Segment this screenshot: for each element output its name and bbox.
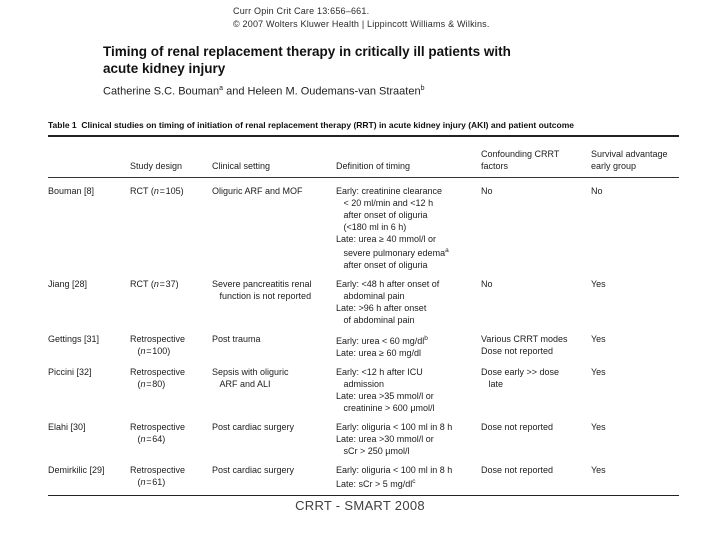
cell-survival-advantage: Yes <box>591 422 606 432</box>
cell-confounding-factors: Dose not reported <box>481 465 554 475</box>
cell-clinical-setting: Oliguric ARF and MOF <box>212 186 303 196</box>
cell-study: Gettings [31] <box>48 334 100 344</box>
cell-confounding-factors: Various CRRT modes Dose not reported <box>481 334 568 356</box>
table-body: Bouman [8] RCT (n = 105) Oliguric ARF and … <box>48 178 679 496</box>
table-caption-label: Table 1 <box>48 120 77 130</box>
column-header: Confounding CRRT factors <box>481 149 560 171</box>
cell-survival-advantage: No <box>591 186 603 196</box>
cell-confounding-factors: No <box>481 186 493 196</box>
cell-study-design: Retrospective (n = 80) <box>130 367 186 389</box>
cell-clinical-setting: Post cardiac surgery <box>212 465 295 475</box>
cell-confounding-factors: Dose early >> dose late <box>481 367 560 389</box>
author-2-affiliation: b <box>420 85 425 92</box>
cell-survival-advantage: Yes <box>591 367 606 377</box>
table-row: Demirkilic [29] Retrospective (n = 61) Pos… <box>48 457 679 490</box>
cell-definition-of-timing: Early: <12 h after ICU admission Late: u… <box>336 367 435 413</box>
journal-copyright: © 2007 Wolters Kluwer Health | Lippincot… <box>233 19 490 29</box>
cell-confounding-factors: Dose not reported <box>481 422 554 432</box>
table-caption-text: Clinical studies on timing of initiation… <box>81 120 574 130</box>
column-header: Definition of timing <box>336 160 411 171</box>
journal-citation: Curr Opin Crit Care 13:656–661. <box>233 6 370 16</box>
cell-definition-of-timing: Early: urea < 60 mg/dlb Late: urea ≥ 60 … <box>336 335 428 358</box>
clinical-studies-table: Table 1 Clinical studies on timing of in… <box>48 120 679 496</box>
column-header: Study design <box>130 160 183 171</box>
table-header-row: Study design Clinical setting Definition o… <box>48 137 679 178</box>
cell-study: Elahi [30] <box>48 422 86 432</box>
author-1-affiliation: a <box>219 85 224 92</box>
journal-header: Curr Opin Crit Care 13:656–661. © 2007 W… <box>233 5 490 31</box>
cell-definition-of-timing: Early: <48 h after onset of abdominal pa… <box>336 279 440 325</box>
authors-connector: and <box>223 85 248 98</box>
cell-survival-advantage: Yes <box>591 334 606 344</box>
article-title: Timing of renal replacement therapy in c… <box>103 44 511 76</box>
cell-definition-of-timing: Early: oliguria < 100 ml in 8 h Late: sC… <box>336 465 453 489</box>
table-row: Piccini [32] Retrospective (n = 80) Sepsis… <box>48 359 679 414</box>
table-row: Elahi [30] Retrospective (n = 64) Post car… <box>48 414 679 457</box>
table-row: Jiang [28] RCT (n = 37) Severe pancreatiti… <box>48 271 679 326</box>
table-row: Gettings [31] Retrospective (n = 100) Post… <box>48 326 679 359</box>
cell-study: Jiang [28] <box>48 279 88 289</box>
cell-study-design: Retrospective (n = 100) <box>130 334 186 356</box>
cell-confounding-factors: No <box>481 279 493 289</box>
cell-study: Demirkilic [29] <box>48 465 105 475</box>
cell-clinical-setting: Severe pancreatitis renal function is no… <box>212 279 312 301</box>
cell-study: Piccini [32] <box>48 367 92 377</box>
cell-study: Bouman [8] <box>48 186 95 196</box>
cell-survival-advantage: Yes <box>591 279 606 289</box>
article-authors: Catherine S.C. Boumana and Heleen M. Oud… <box>103 85 425 98</box>
author-1: Catherine S.C. Bouman <box>103 85 220 98</box>
column-header: Clinical setting <box>212 160 271 171</box>
author-2: Heleen M. Oudemans-van Straaten <box>247 85 421 98</box>
cell-clinical-setting: Post trauma <box>212 334 261 344</box>
table-caption: Table 1 Clinical studies on timing of in… <box>48 120 679 137</box>
cell-study-design: RCT (n = 105) <box>130 186 184 196</box>
cell-study-design: RCT (n = 37) <box>130 279 179 289</box>
cell-clinical-setting: Sepsis with oliguric ARF and ALI <box>212 367 289 389</box>
cell-definition-of-timing: Early: oliguria < 100 ml in 8 h Late: ur… <box>336 422 453 456</box>
cell-clinical-setting: Post cardiac surgery <box>212 422 295 432</box>
slide-footer: CRRT - SMART 2008 <box>295 498 425 513</box>
cell-study-design: Retrospective (n = 61) <box>130 465 186 487</box>
cell-study-design: Retrospective (n = 64) <box>130 422 186 444</box>
column-header: Survival advantage early group <box>591 149 668 171</box>
table-row: Bouman [8] RCT (n = 105) Oliguric ARF and … <box>48 178 679 271</box>
cell-survival-advantage: Yes <box>591 465 606 475</box>
cell-definition-of-timing: Early: creatinine clearance < 20 ml/min … <box>336 186 449 270</box>
